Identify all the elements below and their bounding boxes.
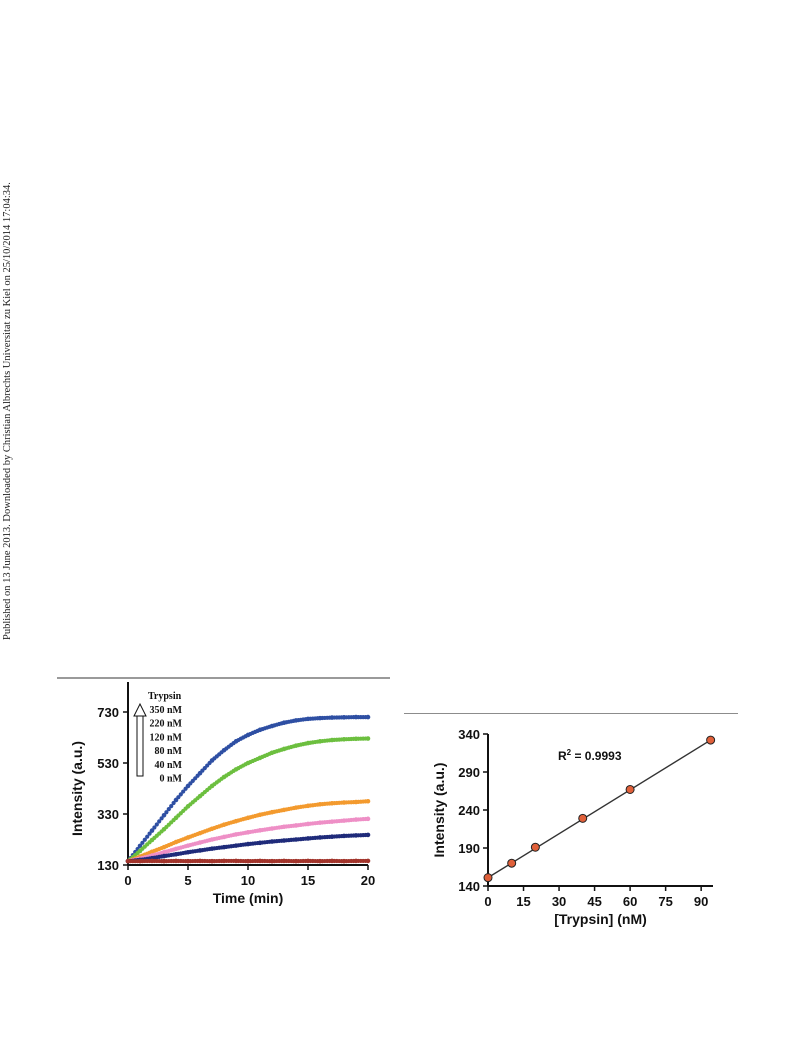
x-tick-label: 30: [552, 894, 566, 909]
x-tick-label: 10: [241, 873, 255, 888]
annotation-r: R: [558, 749, 567, 763]
annotation-value: = 0.9993: [571, 749, 622, 763]
data-point: [706, 735, 716, 745]
y-tick-label: 330: [97, 807, 119, 822]
annotation-sup: 2: [567, 748, 572, 757]
x-tick-label: 0: [484, 894, 491, 909]
y-axis-title: Intensity (a.u.): [69, 741, 85, 836]
data-point: [164, 810, 169, 815]
data-point: [365, 832, 371, 838]
legend-entry: 120 nM: [150, 732, 183, 743]
legend-title: Trypsin: [148, 691, 182, 702]
left-divider-rule: [57, 677, 390, 679]
data-point: [140, 840, 145, 845]
x-tick-label: 15: [301, 873, 315, 888]
data-point: [365, 736, 371, 741]
legend-entry: 80 nM: [155, 746, 183, 757]
data-point: [147, 831, 152, 836]
y-tick-label: 340: [458, 727, 480, 742]
r-squared-annotation: R2 = 0.9993: [558, 748, 622, 763]
data-point: [137, 843, 143, 849]
data-point: [169, 803, 174, 809]
data-point: [625, 784, 635, 794]
data-point: [159, 816, 164, 821]
data-point: [178, 792, 183, 797]
x-tick-label: 75: [658, 894, 672, 909]
y-tick-label: 190: [458, 841, 480, 856]
data-point: [365, 816, 371, 822]
y-tick-label: 530: [97, 756, 119, 771]
y-tick-label: 290: [458, 765, 480, 780]
data-point: [365, 798, 371, 804]
data-point: [176, 795, 181, 800]
data-point: [152, 825, 157, 830]
data-point: [149, 828, 155, 833]
legend-entry: 0 nM: [160, 774, 183, 785]
data-point: [166, 807, 171, 812]
data-point: [483, 873, 493, 883]
data-point: [365, 858, 371, 864]
x-tick-label: 60: [623, 894, 637, 909]
x-tick-label: 0: [124, 873, 131, 888]
x-tick-label: 20: [361, 873, 375, 888]
x-tick-label: 45: [587, 894, 601, 909]
data-point: [181, 789, 186, 794]
data-point: [578, 813, 588, 823]
legend-arrow-shaft: [136, 715, 144, 777]
intensity-vs-trypsin-chart: 140 190 240 290 340 0 15 30 45 60 75 90 [Trypsin] (n…: [431, 727, 716, 927]
y-tick-label: 130: [97, 858, 119, 873]
fit-line: [487, 739, 711, 879]
legend-entry: 220 nM: [150, 719, 183, 730]
right-divider-rule: [404, 713, 738, 714]
legend-entry: 40 nM: [155, 760, 183, 771]
legend-entry: 350 nM: [150, 705, 183, 716]
legend-arrow-head: [133, 702, 147, 717]
x-tick-label: 5: [184, 873, 191, 888]
data-point: [507, 858, 517, 868]
x-tick-label: 15: [516, 894, 530, 909]
data-point: [171, 800, 176, 806]
series-220-nm: [125, 736, 371, 864]
y-tick-label: 240: [458, 803, 480, 818]
data-point: [157, 819, 162, 824]
y-axis-title: Intensity (a.u.): [431, 763, 447, 858]
publication-side-note: Published on 13 June 2013. Downloaded by…: [2, 182, 13, 640]
series-0-nm: [125, 858, 371, 864]
data-point: [365, 714, 371, 720]
x-tick-label: 90: [694, 894, 708, 909]
intensity-vs-time-chart: 130 330 530 730 0 5 10 15 20 Time (min) Intensity …: [69, 682, 375, 906]
x-axis-title: Time (min): [213, 890, 284, 906]
data-point: [142, 837, 147, 842]
data-point: [161, 812, 167, 818]
series-40-nm: [125, 832, 371, 864]
data-point: [530, 842, 540, 852]
data-point: [145, 834, 150, 839]
x-axis-title: [Trypsin] (nM): [554, 911, 647, 927]
y-tick-label: 140: [458, 879, 480, 894]
data-point: [154, 822, 159, 827]
y-tick-label: 730: [97, 705, 119, 720]
